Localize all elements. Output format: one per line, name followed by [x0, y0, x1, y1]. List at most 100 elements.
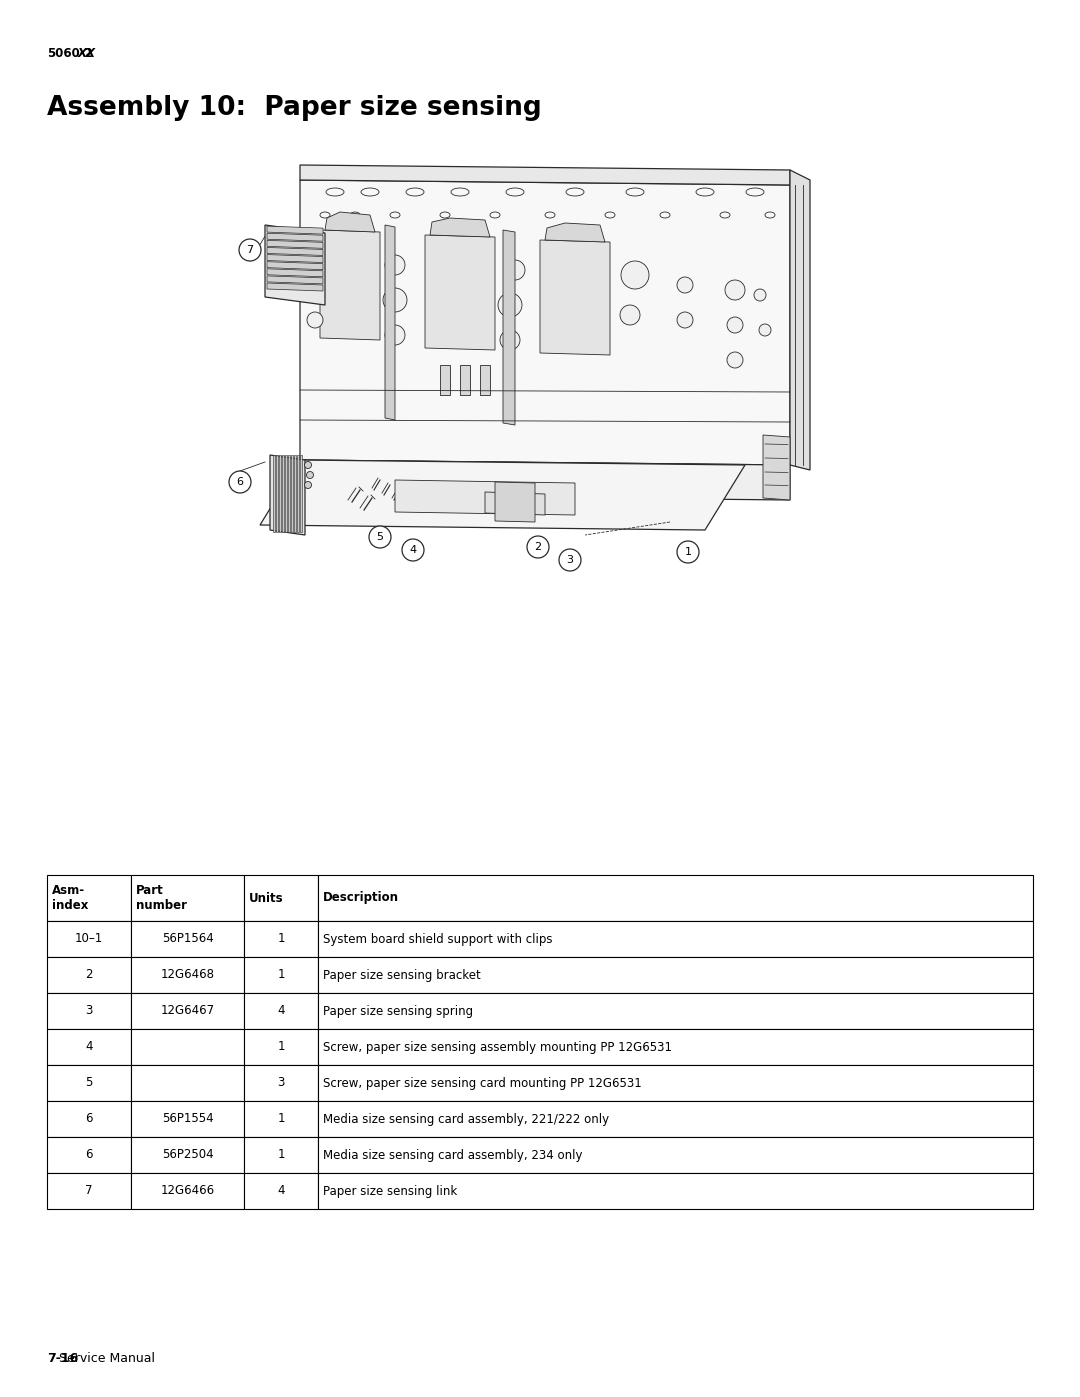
Polygon shape [503, 231, 515, 425]
Polygon shape [300, 180, 789, 465]
Circle shape [369, 527, 391, 548]
Circle shape [383, 288, 407, 312]
Text: 1: 1 [278, 1041, 285, 1053]
Text: 1: 1 [278, 1148, 285, 1161]
Circle shape [527, 536, 549, 557]
Polygon shape [297, 455, 299, 532]
Polygon shape [495, 482, 535, 522]
Polygon shape [267, 275, 323, 284]
Text: 7: 7 [85, 1185, 93, 1197]
Polygon shape [260, 460, 745, 529]
Polygon shape [426, 235, 495, 351]
Text: 12G6466: 12G6466 [161, 1185, 215, 1197]
Text: 5060-2: 5060-2 [48, 47, 93, 60]
Bar [48, 1030, 131, 1065]
Bar [131, 1137, 244, 1173]
Polygon shape [267, 226, 323, 235]
Text: Paper size sensing spring: Paper size sensing spring [323, 1004, 473, 1017]
Bar [131, 1173, 244, 1208]
Text: Assembly 10:  Paper size sensing: Assembly 10: Paper size sensing [48, 95, 542, 122]
Bar [131, 921, 244, 957]
Bar [131, 875, 244, 921]
Circle shape [621, 261, 649, 289]
Polygon shape [540, 240, 610, 355]
Text: 7-16: 7-16 [48, 1352, 78, 1365]
Polygon shape [279, 455, 281, 532]
Bar [131, 993, 244, 1030]
Bar [244, 1137, 319, 1173]
Circle shape [307, 251, 323, 268]
Polygon shape [485, 492, 545, 515]
Circle shape [677, 277, 693, 293]
Text: 1: 1 [685, 548, 691, 557]
Text: 12G6467: 12G6467 [161, 1004, 215, 1017]
Polygon shape [789, 170, 810, 469]
Polygon shape [320, 231, 380, 339]
Text: 4: 4 [85, 1041, 93, 1053]
Polygon shape [384, 225, 395, 420]
Bar [319, 1101, 1032, 1137]
Text: 1: 1 [278, 933, 285, 946]
Polygon shape [440, 365, 450, 395]
Text: Media size sensing card assembly, 234 only: Media size sensing card assembly, 234 on… [323, 1148, 582, 1161]
Text: 2: 2 [535, 542, 541, 552]
Circle shape [754, 289, 766, 300]
Polygon shape [267, 233, 323, 242]
Text: 5: 5 [377, 532, 383, 542]
Bar [131, 957, 244, 993]
Circle shape [402, 539, 424, 562]
Bar [131, 1030, 244, 1065]
Bar [319, 1065, 1032, 1101]
Text: 56P1564: 56P1564 [162, 933, 214, 946]
Bar [244, 1065, 319, 1101]
Polygon shape [395, 481, 575, 515]
Polygon shape [300, 460, 789, 500]
Bar [48, 1065, 131, 1101]
Bar [319, 957, 1032, 993]
Polygon shape [300, 165, 789, 184]
Circle shape [725, 279, 745, 300]
Text: 3: 3 [567, 555, 573, 564]
Bar [319, 1173, 1032, 1208]
Polygon shape [267, 261, 323, 270]
Polygon shape [545, 224, 605, 242]
Circle shape [305, 482, 311, 489]
Circle shape [229, 471, 251, 493]
Polygon shape [267, 254, 323, 263]
Bar [48, 1173, 131, 1208]
Bar [244, 921, 319, 957]
Text: 56P2504: 56P2504 [162, 1148, 214, 1161]
Text: 3: 3 [85, 1004, 93, 1017]
Bar [244, 875, 319, 921]
Text: 10–1: 10–1 [75, 933, 103, 946]
Bar [48, 1137, 131, 1173]
Bar [131, 1101, 244, 1137]
Bar [244, 1030, 319, 1065]
Text: Paper size sensing bracket: Paper size sensing bracket [323, 968, 481, 982]
Bar [131, 1065, 244, 1101]
Text: 1: 1 [278, 968, 285, 982]
Text: Media size sensing card assembly, 221/222 only: Media size sensing card assembly, 221/22… [323, 1112, 609, 1126]
Circle shape [677, 541, 699, 563]
Circle shape [498, 293, 522, 317]
Text: Asm-
index: Asm- index [52, 884, 89, 912]
Circle shape [727, 317, 743, 332]
Bar [319, 993, 1032, 1030]
Bar [48, 1101, 131, 1137]
Text: 7: 7 [246, 244, 254, 256]
Polygon shape [270, 455, 305, 535]
Text: 4: 4 [278, 1185, 285, 1197]
Polygon shape [762, 434, 789, 500]
Circle shape [559, 549, 581, 571]
Circle shape [307, 312, 323, 328]
Circle shape [500, 330, 519, 351]
Circle shape [759, 324, 771, 337]
Polygon shape [273, 455, 275, 532]
Bar [319, 921, 1032, 957]
Polygon shape [265, 225, 325, 305]
Text: 6: 6 [85, 1148, 93, 1161]
Text: Screw, paper size sensing assembly mounting PP 12G6531: Screw, paper size sensing assembly mount… [323, 1041, 672, 1053]
Polygon shape [325, 212, 375, 232]
Text: 4: 4 [409, 545, 417, 555]
Polygon shape [291, 455, 293, 532]
